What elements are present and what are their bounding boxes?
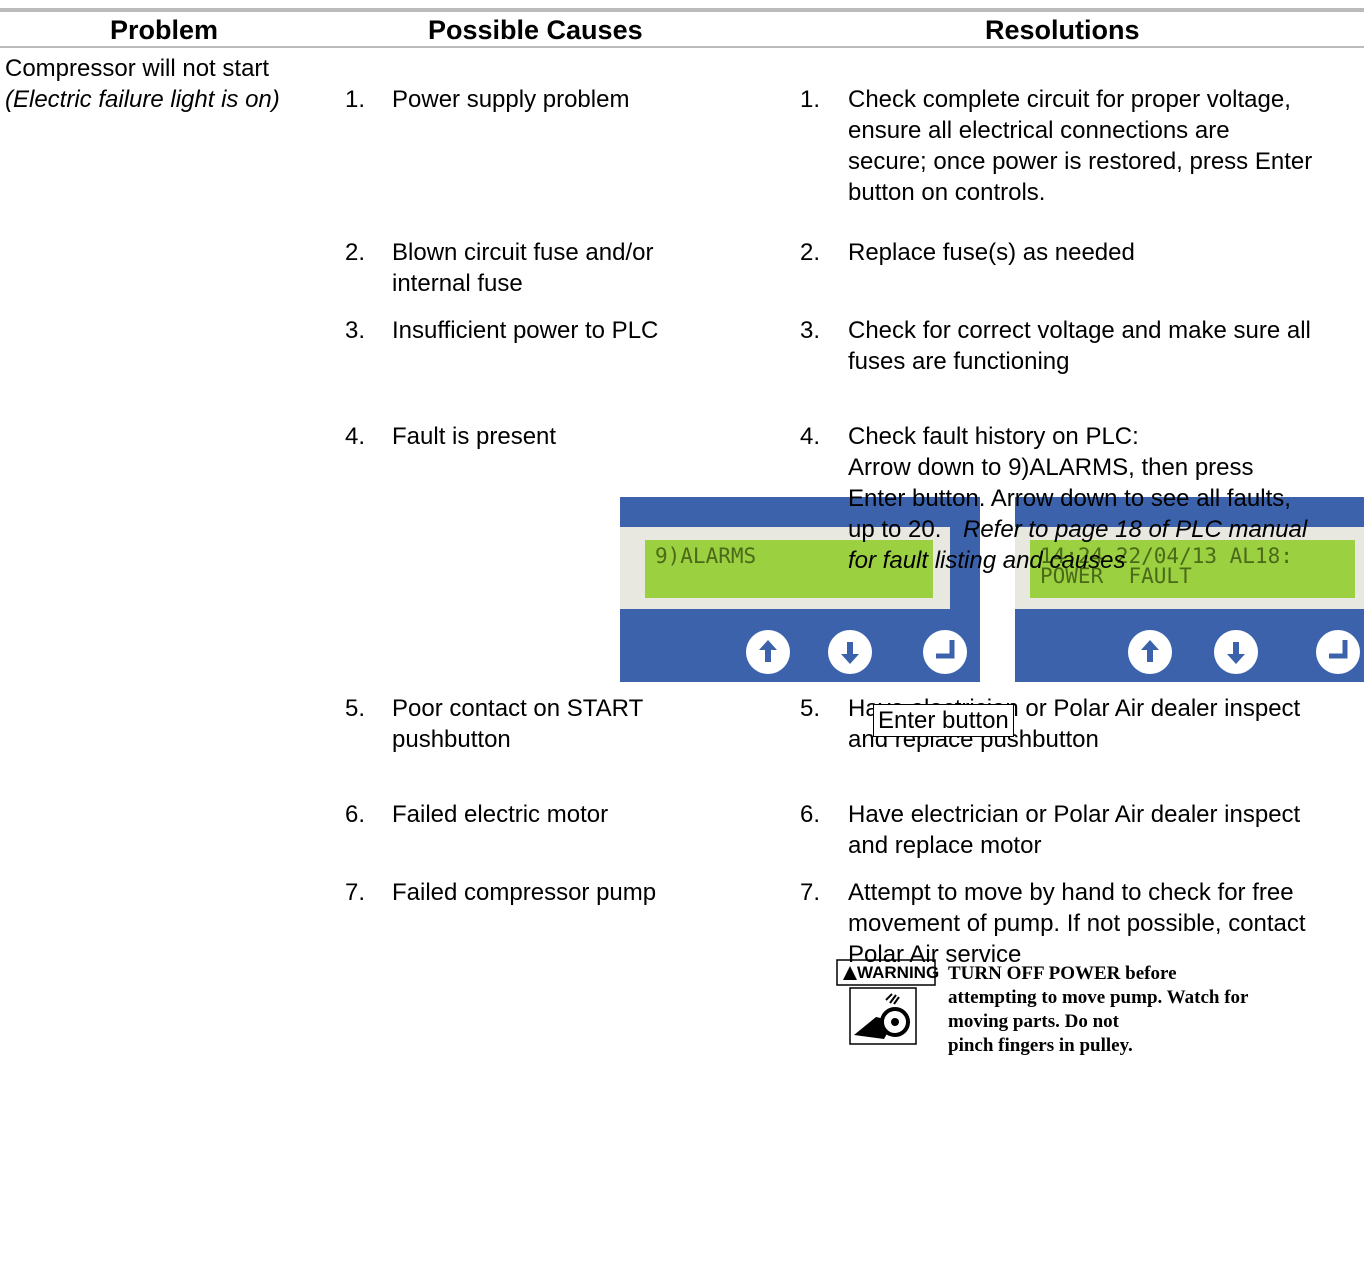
resolution-number: 2. xyxy=(800,239,821,266)
cause-number: 2. xyxy=(345,239,366,266)
resolution-text: Have electrician or Polar Air dealer ins… xyxy=(848,801,1301,828)
cause-text: Power supply problem xyxy=(392,86,630,113)
resolution-text: Attempt to move by hand to check for fre… xyxy=(848,879,1294,906)
callout: Enter button xyxy=(873,704,1014,737)
header-resolutions: Resolutions xyxy=(985,15,1140,45)
header-problem: Problem xyxy=(110,15,219,45)
cause-text: Failed electric motor xyxy=(392,801,609,828)
resolution-text: Check complete circuit for proper voltag… xyxy=(848,86,1291,113)
enter-icons xyxy=(936,640,1348,659)
cause-text: Blown circuit fuse and/or xyxy=(392,239,654,266)
resolution-number: 3. xyxy=(800,317,821,344)
lcd xyxy=(645,540,933,598)
cause-number: 6. xyxy=(345,801,366,828)
resolution-text: up to 20. xyxy=(848,516,942,543)
cause-text: Insufficient power to PLC xyxy=(392,317,659,344)
resolution-italic: for fault listing and causes xyxy=(848,547,1126,574)
arrows xyxy=(759,640,1245,664)
resolution-text: Polar Air service xyxy=(848,941,1022,968)
lcd-text: 9)ALARMS xyxy=(655,544,756,568)
resolution-text: secure; once power is restored, press En… xyxy=(848,148,1313,175)
resolution-text: movement of pump. If not possible, conta… xyxy=(848,910,1306,937)
cause-number: 4. xyxy=(345,423,366,450)
header-causes: Possible Causes xyxy=(428,15,643,45)
problem-title: Compressor will not start xyxy=(5,55,270,82)
resolution-italic: Refer to page 18 of PLC manual xyxy=(963,516,1308,543)
resolution-text: Replace fuse(s) as needed xyxy=(848,239,1135,266)
resolution-number: 6. xyxy=(800,801,821,828)
resolution-number: 4. xyxy=(800,423,821,450)
resolution-text: Arrow down to 9)ALARMS, then press xyxy=(848,454,1254,481)
resolution-text: button on controls. xyxy=(848,179,1046,206)
warning-text: attempting to move pump. Watch for xyxy=(948,987,1249,1008)
warning-text: pinch fingers in pulley. xyxy=(948,1035,1133,1056)
cause-number: 3. xyxy=(345,317,366,344)
cause-text: internal fuse xyxy=(392,270,523,297)
cause-text: Fault is present xyxy=(392,423,557,450)
resolution-number: 5. xyxy=(800,695,821,722)
lcd-text-group: 14:24 22/04/13 AL18:POWER FAULT xyxy=(1040,544,1293,588)
cause-number: 5. xyxy=(345,695,366,722)
resolution-text: Check fault history on PLC: xyxy=(848,423,1139,450)
lcd-text: POWER FAULT xyxy=(1040,564,1192,588)
resolution-text: Enter button. Arrow down to see all faul… xyxy=(848,485,1291,512)
resolution-number: 7. xyxy=(800,879,821,906)
resolution-text: ensure all electrical connections are xyxy=(848,117,1230,144)
resolution-text: Check for correct voltage and make sure … xyxy=(848,317,1311,344)
buttons xyxy=(746,630,1360,674)
cause-number: 7. xyxy=(345,879,366,906)
problem-note: (Electric failure light is on) xyxy=(5,86,280,113)
header-rule xyxy=(0,46,1364,48)
warning-text: moving parts. Do not xyxy=(948,1011,1120,1032)
cause-text: Poor contact on START xyxy=(392,695,644,722)
warning-label: WARNING xyxy=(857,963,940,982)
cause-text: Failed compressor pump xyxy=(392,879,657,906)
resolution-number: 1. xyxy=(800,86,821,113)
lcd xyxy=(1030,540,1355,598)
lcd-text: 14:24 22/04/13 AL18: xyxy=(1040,544,1293,568)
cause-number: 1. xyxy=(345,86,366,113)
warning-box xyxy=(836,959,936,1045)
warning-text: TURN OFF POWER before xyxy=(948,963,1177,984)
top-rule xyxy=(0,8,1364,12)
resolution-text: fuses are functioning xyxy=(848,348,1070,375)
cause-text: pushbutton xyxy=(392,726,511,753)
resolution-text: and replace motor xyxy=(848,832,1042,859)
